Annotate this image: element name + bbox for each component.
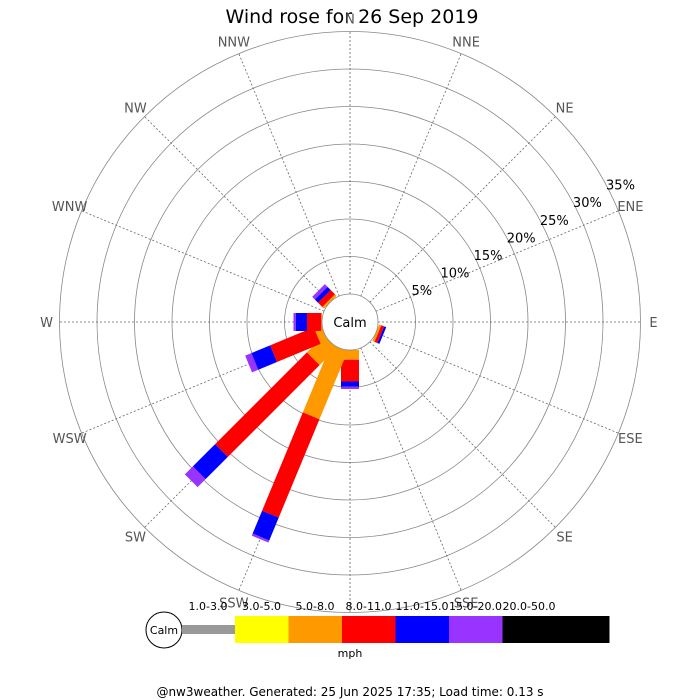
- direction-label: NNE: [452, 36, 480, 51]
- calm-label: Calm: [333, 316, 366, 331]
- direction-label: WSW: [53, 432, 87, 447]
- legend-label: 20.0-50.0: [503, 600, 556, 613]
- ring-labels: 5% 10% 15% 20% 25% 30% 35%: [412, 179, 635, 300]
- direction-label: SW: [125, 531, 146, 546]
- direction-spoke: [369, 341, 556, 528]
- wind-bar-segment: [312, 284, 328, 300]
- wind-bar-segment: [314, 286, 331, 303]
- direction-spoke: [238, 53, 340, 297]
- ring-label: 15%: [474, 249, 503, 264]
- wind-bar-segment: [322, 294, 337, 309]
- direction-label: W: [40, 316, 53, 331]
- wind-bar-segment: [295, 313, 307, 331]
- legend-label: 1.0-3.0: [189, 600, 228, 613]
- grid-ring: [246, 218, 454, 426]
- wind-bar-segment: [215, 352, 320, 457]
- direction-label: SSW: [219, 596, 249, 611]
- direction-spoke: [81, 210, 325, 312]
- legend-swatch: [449, 616, 503, 643]
- legend-unit-label: mph: [338, 647, 363, 660]
- legend-label: 3.0-5.0: [242, 600, 281, 613]
- direction-label: ENE: [617, 200, 643, 215]
- wind-bar-segment: [307, 313, 322, 331]
- wind-bar-segment: [251, 533, 270, 543]
- wind-bar-segment: [341, 359, 359, 382]
- legend: Calm 1.0-3.0 3.0-5.0 5.0-8.0 8.0-11.0 11.0-15…: [145, 600, 610, 660]
- wind-bar-segment: [318, 290, 335, 307]
- direction-spoke: [144, 116, 331, 303]
- wind-bar-segment: [270, 327, 321, 362]
- wind-bar-segment: [293, 313, 296, 331]
- legend-label: 8.0-11.0: [346, 600, 392, 613]
- ring-label: 20%: [507, 231, 536, 246]
- legend-calm-label: Calm: [150, 624, 178, 637]
- wind-bars: [184, 284, 387, 543]
- legend-label: 11.0-15.0: [396, 600, 449, 613]
- grid-ring: [59, 31, 641, 613]
- grid-ring: [134, 106, 566, 538]
- direction-spoke: [360, 347, 462, 591]
- legend-swatch: [556, 616, 610, 643]
- legend-swatch: [288, 616, 342, 643]
- wind-bar-segment: [374, 325, 385, 344]
- wind-bar-segment: [262, 412, 320, 518]
- ring-label: 5%: [412, 284, 433, 299]
- wind-bar-segment: [251, 345, 277, 370]
- wind-bar-segment: [245, 353, 259, 373]
- legend-label: 15.0-20.0: [449, 600, 502, 613]
- direction-spoke: [360, 53, 462, 297]
- direction-label: WNW: [52, 200, 88, 215]
- wind-bar-segment: [252, 510, 279, 541]
- ring-label: 35%: [606, 179, 635, 194]
- legend-swatch: [235, 616, 289, 643]
- direction-label: NNW: [218, 36, 250, 51]
- wind-bar-segment: [302, 344, 348, 420]
- wind-bar-segment: [341, 381, 359, 387]
- ring-label: 10%: [440, 267, 469, 282]
- ring-label: 30%: [573, 196, 602, 211]
- direction-label: N: [345, 13, 355, 28]
- direction-label: NE: [556, 101, 574, 116]
- legend-swatch: [342, 616, 396, 643]
- wind-bar-segment: [377, 326, 387, 344]
- wind-bar-segment: [306, 335, 337, 366]
- legend-swatch: [502, 616, 556, 643]
- direction-spoke: [375, 332, 619, 434]
- footer-text: @nw3weather. Generated: 25 Jun 2025 17:3…: [156, 685, 543, 699]
- legend-swatch: [395, 616, 449, 643]
- wind-bar-segment: [341, 386, 359, 389]
- wind-bar-segment: [184, 466, 206, 488]
- wind-bar-segment: [372, 324, 382, 342]
- legend-swatch: [182, 625, 235, 634]
- direction-label: SE: [556, 531, 572, 546]
- calm-circle: Calm: [321, 293, 379, 351]
- direction-label: SSE: [454, 596, 479, 611]
- chart-title: Wind rose for 26 Sep 2019: [225, 6, 478, 28]
- direction-label: NW: [124, 101, 147, 116]
- legend-label: 5.0-8.0: [296, 600, 335, 613]
- ring-label: 25%: [540, 214, 569, 229]
- direction-label: ESE: [618, 432, 643, 447]
- wind-bar-segment: [192, 444, 228, 480]
- calm-circle-shape: [321, 293, 379, 351]
- direction-label: E: [649, 316, 657, 331]
